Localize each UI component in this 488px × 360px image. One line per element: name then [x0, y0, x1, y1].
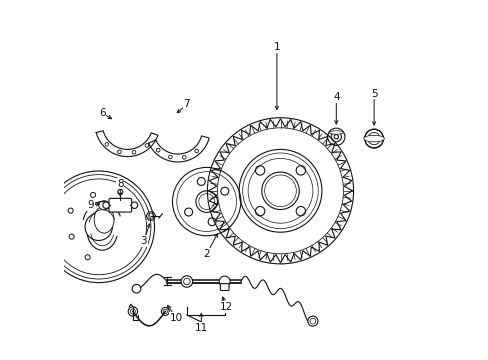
Text: 6: 6: [99, 108, 105, 118]
Circle shape: [219, 276, 230, 287]
Ellipse shape: [99, 201, 109, 210]
Circle shape: [118, 189, 122, 194]
Text: 3: 3: [140, 236, 147, 246]
Circle shape: [307, 316, 317, 326]
Text: 8: 8: [117, 179, 123, 189]
Circle shape: [132, 284, 141, 293]
Text: 7: 7: [183, 99, 190, 109]
Text: 10: 10: [169, 312, 183, 323]
Polygon shape: [96, 131, 158, 157]
Text: 2: 2: [203, 249, 209, 259]
Circle shape: [102, 202, 109, 208]
FancyBboxPatch shape: [220, 284, 228, 291]
Circle shape: [181, 276, 192, 287]
Text: 1: 1: [273, 42, 280, 52]
Text: 5: 5: [370, 89, 377, 99]
FancyBboxPatch shape: [109, 198, 131, 212]
Circle shape: [131, 202, 138, 208]
Text: 12: 12: [220, 302, 233, 312]
Ellipse shape: [329, 131, 343, 134]
Text: 11: 11: [194, 323, 207, 333]
Polygon shape: [148, 136, 209, 162]
Text: 9: 9: [87, 200, 94, 210]
Ellipse shape: [363, 135, 384, 142]
Text: 4: 4: [332, 92, 339, 102]
Ellipse shape: [94, 206, 114, 233]
